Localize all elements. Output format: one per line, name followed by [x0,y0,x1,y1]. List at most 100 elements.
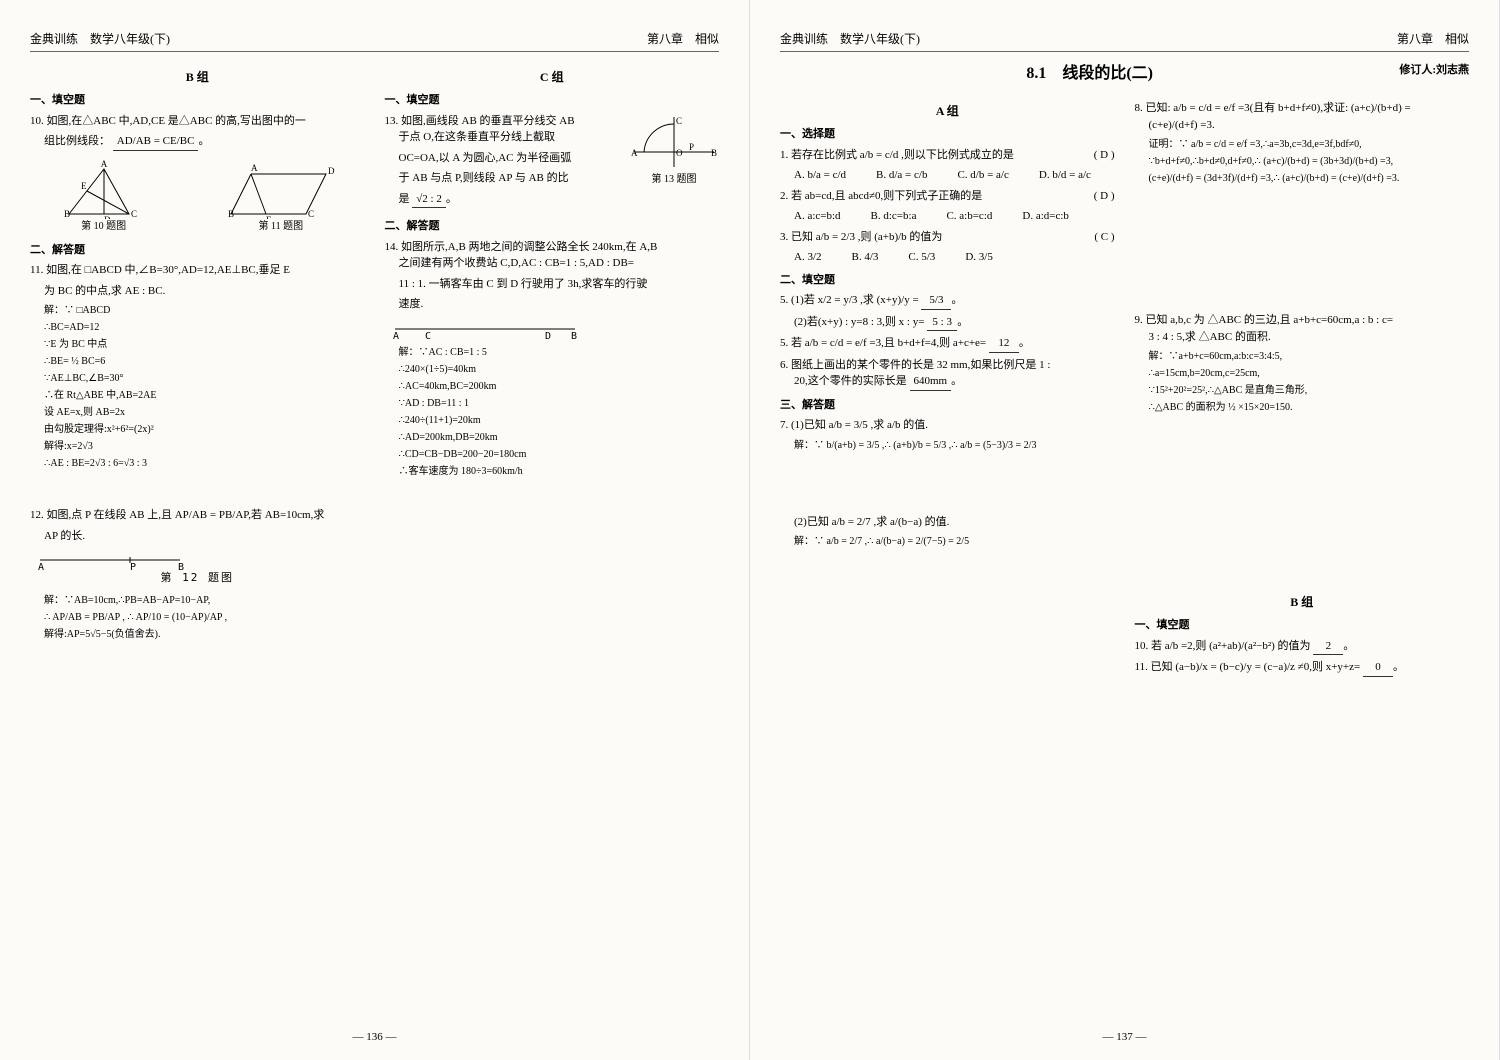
book-title-r: 金典训练 数学八年级(下) [780,30,920,48]
q2-opt-c: C. a:b=c:d [946,208,992,225]
page-right: 金典训练 数学八年级(下) 第八章 相似 8.1 线段的比(二) 修订人:刘志燕… [750,0,1500,1060]
chapter-label: 第八章 相似 [647,30,719,48]
q11-s4: ∵AE⊥BC,∠B=30° [44,371,365,387]
svg-text:E: E [81,181,87,191]
q7-sol: 解：∵ b/(a+b) = 3/5 ,∴ (a+b)/b = 5/3 ,∴ a/… [794,438,1115,454]
q2-opt-b: B. d:c=b:a [871,208,917,225]
fig-10-label: 第 10 题图 [59,219,149,234]
q10: 10. 如图,在△ABC 中,AD,CE 是△ABC 的高,写出图中的一 [30,113,365,130]
svg-text:A: A [251,163,258,173]
q14-s1: ∴240×(1÷5)=40km [399,362,720,378]
q11-s2: ∵E 为 BC 中点 [44,337,365,353]
sec-fill-c: 一、填空题 [385,92,720,109]
header-right: 金典训练 数学八年级(下) 第八章 相似 [780,30,1469,52]
q14-s4: ∴240÷(11+1)=20km [399,413,720,429]
q5b: (2)若(x+y) : y=8 : 3,则 x : y= 5 : 3。 [794,314,1115,332]
group-b-title: B 组 [30,68,365,86]
q2-opt-d: D. a:d=c:b [1022,208,1069,225]
q6-ans: 640mm [910,373,952,391]
svg-text:C: C [676,116,682,126]
q8-s2: (c+e)/(d+f) = (3d+3f)/(d+f) =3,∴ (a+c)/(… [1149,171,1470,187]
q7b: (2)已知 a/b = 2/7 ,求 a/(b−a) 的值. [794,514,1115,531]
fig-13-label: 第 13 题图 [629,172,719,187]
svg-text:B: B [64,209,70,219]
q3-opt-b: B. 4/3 [852,249,879,266]
q3-opt-d: D. 3/5 [965,249,993,266]
q2-opts: A. a:c=b:d B. d:c=b:a C. a:b=c:d D. a:d=… [794,208,1115,225]
svg-text:A: A [393,331,401,339]
svg-text:D: D [328,166,335,176]
chapter-heading-row: 8.1 线段的比(二) 修订人:刘志燕 [780,62,1469,86]
segment-ab-icon: A P B [30,550,190,570]
q14-s7: ∴客车速度为 180÷3=60km/h [399,464,720,480]
group-a-title: A 组 [780,102,1115,120]
chapter-title: 8.1 线段的比(二) 修订人:刘志燕 [780,62,1469,86]
q11r-ans: 0 [1363,659,1393,677]
book-title: 金典训练 数学八年级(下) [30,30,170,48]
svg-text:C: C [308,209,314,219]
sec-fill-r: 二、填空题 [780,272,1115,289]
fig-10: A B E D C 第 10 题图 [59,159,149,234]
footer-left: — 136 — [0,1029,749,1046]
q10-text: 10. 如图,在△ABC 中,AD,CE 是△ABC 的高,写出图中的一 [30,115,306,127]
chapter-label-r: 第八章 相似 [1397,30,1469,48]
q9-text2: 3 : 4 : 5,求 △ABC 的面积. [1149,329,1470,346]
q10-ans: AD/AB = CE/BC [113,133,199,151]
q9-text: 9. 已知 a,b,c 为 △ABC 的三边,且 a+b+c=60cm,a : … [1135,312,1470,329]
q9-s2: ∵15²+20²=25²,∴△ABC 是直角三角形, [1149,383,1470,399]
q14-s5: ∴AD=200km,DB=20km [399,430,720,446]
q5c-ans: 12 [989,335,1019,353]
q14-s6: ∴CD=CB−DB=200−20=180cm [399,447,720,463]
q9-sol: 解：∵a+b+c=60cm,a:b:c=3:4:5, ∴a=15cm,b=20c… [1149,349,1470,416]
sec-fill-b: 一、填空题 [30,92,365,109]
q10r-ans: 2 [1313,638,1343,656]
sec-solve-b: 二、解答题 [30,242,365,259]
columns-right: A 组 一、选择题 1. 若存在比例式 a/b = c/d ,则以下比例式成立的… [780,96,1469,681]
q8-text: 8. 已知: a/b = c/d = e/f =3(且有 b+d+f≠0),求证… [1135,100,1470,117]
q11-s3: ∴BE= ½ BC=6 [44,354,365,370]
q1-opt-a: A. b/a = c/d [794,167,846,184]
q1-opts: A. b/a = c/d B. d/a = c/b C. d/b = a/c D… [794,167,1115,184]
q12-text: 12. 如图,点 P 在线段 AB 上,且 AP/AB = PB/AP,若 AB… [30,509,324,521]
q2-text: 2. 若 ab=cd,且 abcd≠0,则下列式子正确的是 [780,190,982,202]
q9-s3: ∴△ABC 的面积为 ½ ×15×20=150. [1149,400,1470,416]
q5c: 5. 若 a/b = c/d = e/f =3,且 b+d+f=4,则 a+c+… [780,335,1115,353]
fig-11: A D B E C 第 11 题图 [226,159,336,234]
svg-text:C: C [425,331,433,339]
col-c: C 组 一、填空题 A O P B C 第 13 题图 13. 如图,画线段 A… [385,62,720,644]
q11-s7: 由勾股定理得:x²+6²=(2x)² [44,422,365,438]
q3-opt-c: C. 5/3 [908,249,935,266]
svg-text:O: O [676,148,683,158]
q3-opt-a: A. 3/2 [794,249,822,266]
q7b-text: (2)已知 a/b = 2/7 ,求 a/(b−a) 的值. [794,516,949,528]
svg-text:D: D [104,215,111,219]
q5a-text: 5. (1)若 x/2 = y/3 ,求 (x+y)/y = [780,294,919,306]
figures-10-11: A B E D C 第 10 题图 A D B E [30,159,365,234]
q12: 12. 如图,点 P 在线段 AB 上,且 AP/AB = PB/AP,若 AB… [30,507,365,524]
q7: 7. (1)已知 a/b = 3/5 ,求 a/b 的值. [780,417,1115,434]
q8-sol: 证明：∵ a/b = c/d = e/f =3,∴a=3b,c=3d,e=3f,… [1149,137,1470,187]
q2-ans: ( D ) [1094,188,1115,205]
footer-right: — 137 — [750,1029,1499,1046]
columns-left: B 组 一、填空题 10. 如图,在△ABC 中,AD,CE 是△ABC 的高,… [30,62,719,644]
sec-solve-r: 三、解答题 [780,397,1115,414]
q7b-sol: 解：∵ a/b = 2/7 ,∴ a/(b−a) = 2/(7−5) = 2/5 [794,534,1115,550]
header-left: 金典训练 数学八年级(下) 第八章 相似 [30,30,719,52]
q12-s2: 解得:AP=5√5−5(负值舍去). [44,627,365,643]
q14-s2: ∴AC=40km,BC=200km [399,379,720,395]
group-b-title-r: B 组 [1135,593,1470,611]
q8: 8. 已知: a/b = c/d = e/f =3(且有 b+d+f≠0),求证… [1135,100,1470,133]
svg-text:P: P [689,142,694,152]
svg-text:E: E [266,215,272,219]
parallelogram-11-icon: A D B E C [226,159,336,219]
q3-text: 3. 已知 a/b = 2/3 ,则 (a+b)/b 的值为 [780,231,942,243]
fig-13: A O P B C 第 13 题图 [629,112,719,187]
q14-s0: 解：∵AC : CB=1 : 5 [399,345,720,361]
svg-text:C: C [131,209,137,219]
q11: 11. 如图,在 □ABCD 中,∠B=30°,AD=12,AE⊥BC,垂足 E [30,262,365,279]
q5c-text: 5. 若 a/b = c/d = e/f =3,且 b+d+f=4,则 a+c+… [780,337,986,349]
svg-text:B: B [178,562,186,570]
q14-t1: 14. 如图所示,A,B 两地之间的调整公路全长 240km,在 A,B [385,239,720,256]
q1-opt-b: B. d/a = c/b [876,167,927,184]
q12-s0: 解：∵AB=10cm,∴PB=AB−AP=10−AP, [44,593,365,609]
